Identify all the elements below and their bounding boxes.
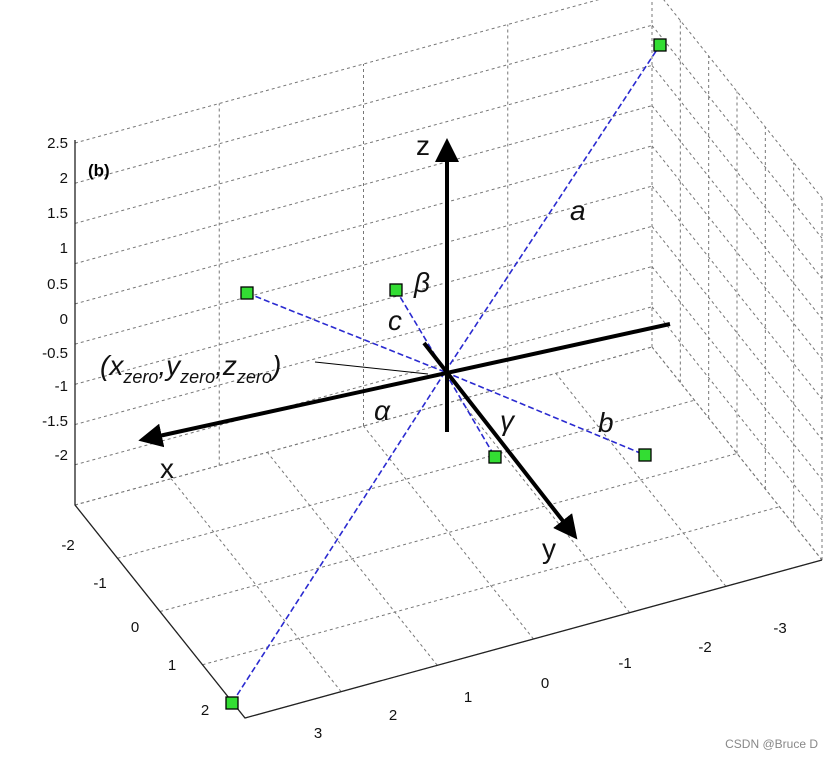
- grid-line: [159, 453, 738, 612]
- left-tick-label: 2: [201, 702, 209, 719]
- right-tick-label: -1: [618, 655, 631, 672]
- z-tick-label: 0.5: [47, 276, 68, 293]
- y-axis-arrow: [422, 341, 578, 540]
- grid-line: [74, 105, 653, 265]
- left-tick-label: 0: [131, 619, 139, 636]
- z-tick-label: 1.5: [47, 205, 68, 222]
- grid-line: [74, 145, 653, 305]
- z-tick-label: 2.5: [47, 135, 68, 152]
- x-axis-arrow: [138, 322, 671, 448]
- grid-line: [74, 24, 653, 184]
- grid-line: [74, 306, 653, 466]
- z-tick-label: -1: [55, 378, 68, 395]
- angle-alpha: α: [374, 395, 391, 426]
- z-tick-label: -1.5: [42, 413, 68, 430]
- angle-beta: β: [413, 267, 430, 298]
- segment-c: c: [388, 305, 402, 336]
- angle-gamma: γ: [500, 405, 516, 436]
- grid-line: [74, 266, 653, 426]
- origin-label: (xzero,yzero,zzero): [100, 350, 281, 387]
- right-tick-label: 0: [541, 675, 549, 692]
- right-tick-label: 1: [464, 689, 472, 706]
- grid-line: [74, 64, 653, 224]
- grid-line: [74, 225, 653, 385]
- y-label: y: [542, 533, 556, 564]
- dashed-lines: [231, 44, 661, 704]
- grid-line: [74, 0, 600, 144]
- grid: [74, 0, 823, 719]
- watermark: CSDN @Bruce D: [725, 737, 818, 751]
- grid-line: [170, 478, 342, 692]
- right-tick-label: -3: [773, 620, 786, 637]
- z-tick-label: 0: [60, 311, 68, 328]
- right-tick-label: -2: [698, 639, 711, 656]
- origin-pointer: [314, 361, 429, 375]
- x-label: x: [160, 453, 174, 484]
- left-tick-label: 1: [168, 657, 176, 674]
- segment-a: a: [570, 195, 586, 226]
- z-label: z: [416, 130, 430, 161]
- grid-line: [74, 346, 653, 506]
- grid-line: [74, 185, 653, 345]
- z-tick-label: 2: [60, 170, 68, 187]
- segment-b: b: [598, 407, 614, 438]
- z-tick-label: 1: [60, 240, 68, 257]
- panel-label: (b): [88, 161, 110, 180]
- z-tick-label: -2: [55, 447, 68, 464]
- right-tick-label: 3: [314, 725, 322, 742]
- z-tick-label: -0.5: [42, 345, 68, 362]
- left-tick-label: -2: [61, 537, 74, 554]
- left-tick-label: -1: [93, 575, 106, 592]
- right-tick-label: 2: [389, 707, 397, 724]
- axis-frame: [74, 140, 823, 719]
- points: [225, 38, 667, 710]
